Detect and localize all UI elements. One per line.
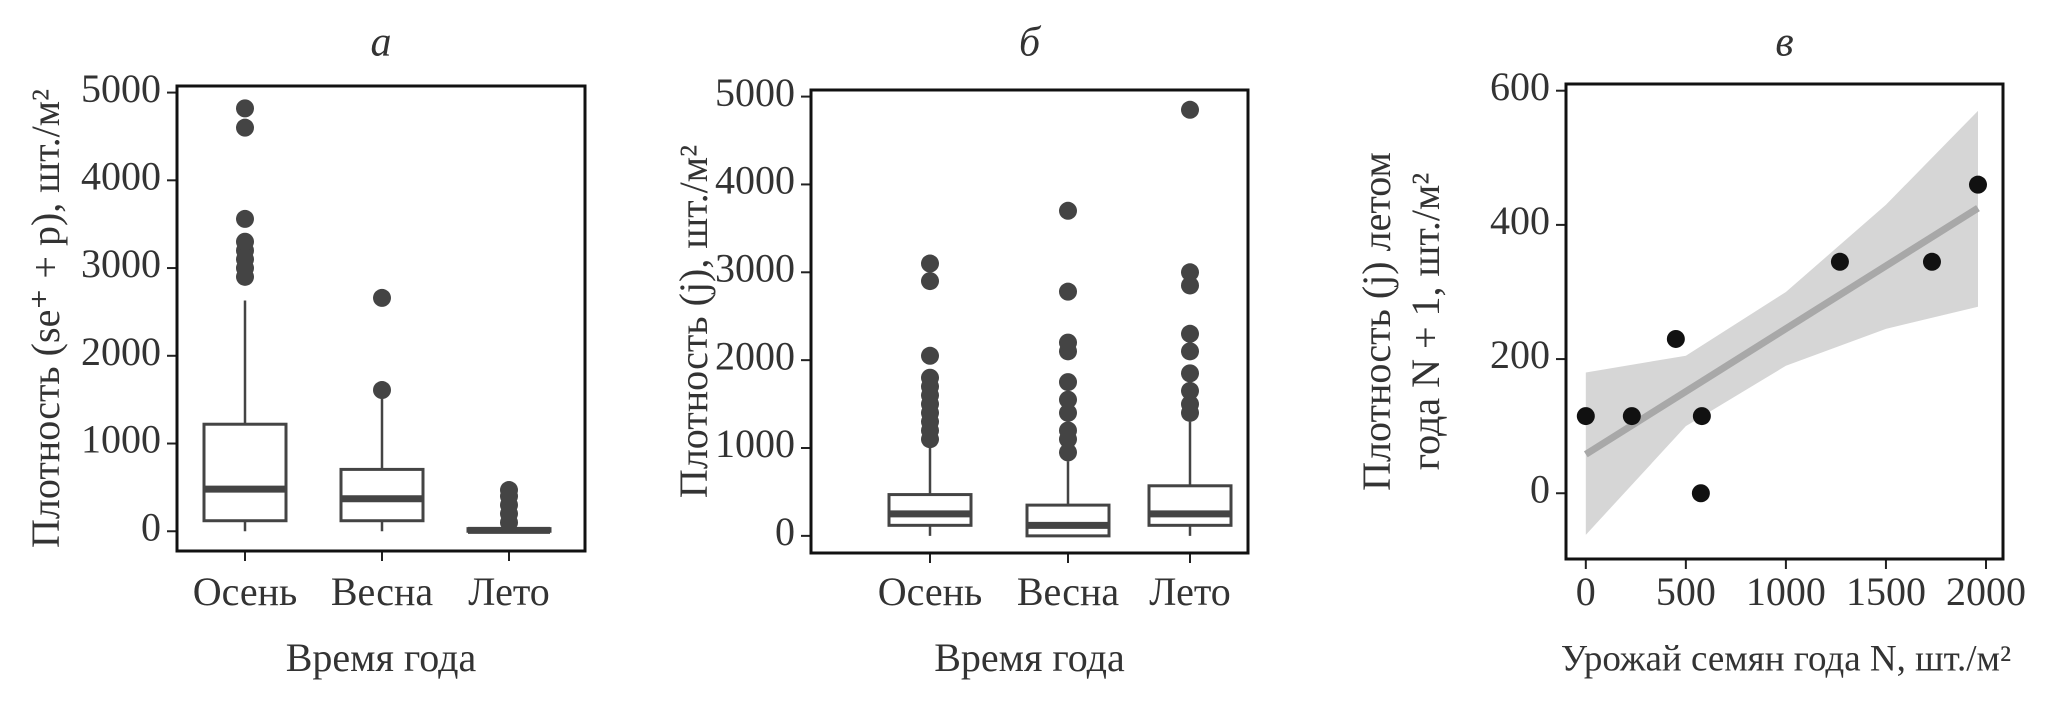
y-tick-label: 200 <box>1490 332 1550 377</box>
fit-line <box>1583 205 1980 458</box>
y-tick-label: 0 <box>1530 466 1550 511</box>
point <box>1576 407 1595 426</box>
outlier <box>1181 342 1199 361</box>
point <box>1622 407 1641 426</box>
outlier <box>373 288 391 307</box>
outlier <box>1059 373 1077 392</box>
box <box>1025 503 1111 538</box>
box <box>1147 484 1233 527</box>
y-tick-label: 1000 <box>81 417 161 462</box>
outlier <box>1059 403 1077 422</box>
x-tick-label: Весна <box>331 569 434 614</box>
x-tick-label: 1500 <box>1846 569 1926 614</box>
y-tick-label: 4000 <box>81 153 161 198</box>
y-axis-label: года N + 1, шт./м² <box>1403 173 1448 471</box>
outlier <box>1181 395 1199 414</box>
y-tick-label: 5000 <box>81 66 161 111</box>
outlier <box>1181 324 1199 343</box>
outlier <box>1181 276 1199 295</box>
box <box>202 422 288 523</box>
point <box>1968 175 1987 194</box>
outlier <box>1059 421 1077 440</box>
outlier <box>236 118 254 137</box>
x-tick-label: 500 <box>1656 569 1716 614</box>
y-tick-label: 2000 <box>81 329 161 374</box>
x-tick-label: 0 <box>1576 569 1596 614</box>
x-axis-label: Время года <box>286 635 477 680</box>
chart-title: в <box>1775 20 1793 66</box>
y-axis-label: Плотность (j), шт./м² <box>671 145 716 498</box>
outlier <box>1059 282 1077 301</box>
chart-title: а <box>371 20 392 66</box>
outlier <box>1181 100 1199 119</box>
y-tick-label: 3000 <box>715 245 795 290</box>
y-axis-label: Плотность (se⁺ + p), шт./м² <box>23 89 68 548</box>
box <box>887 493 973 527</box>
x-tick-label: Лето <box>1149 569 1231 614</box>
point <box>1691 484 1710 503</box>
chart-title: б <box>1019 20 1042 66</box>
point <box>1830 252 1849 271</box>
x-tick-label: Осень <box>193 569 298 614</box>
outlier <box>921 272 939 291</box>
y-tick-label: 400 <box>1490 198 1550 243</box>
outlier <box>236 232 254 251</box>
plot-frame <box>809 88 1250 555</box>
outlier <box>1181 381 1199 400</box>
outlier <box>921 346 939 365</box>
outlier <box>921 368 939 387</box>
x-tick-label: Лето <box>468 569 550 614</box>
y-tick-label: 1000 <box>715 421 795 466</box>
outlier <box>1059 443 1077 462</box>
confidence-band <box>1585 110 1978 535</box>
y-tick-label: 0 <box>775 509 795 554</box>
y-axis-label: Плотность (j) летом <box>1354 152 1399 491</box>
outlier <box>921 254 939 273</box>
x-axis-label: Время года <box>934 635 1125 680</box>
outlier <box>1059 390 1077 409</box>
outlier <box>500 481 518 500</box>
point <box>1666 329 1685 348</box>
y-tick-label: 4000 <box>715 158 795 203</box>
outlier <box>1059 201 1077 220</box>
outlier <box>1181 364 1199 383</box>
x-tick-label: Осень <box>878 569 983 614</box>
y-tick-label: 0 <box>141 504 161 549</box>
point <box>1922 252 1941 271</box>
y-tick-label: 5000 <box>715 70 795 115</box>
plot-frame <box>1564 82 2005 561</box>
outlier <box>1059 333 1077 352</box>
x-tick-label: Весна <box>1017 569 1120 614</box>
x-tick-label: 1000 <box>1746 569 1826 614</box>
outlier <box>236 209 254 228</box>
outlier <box>373 381 391 400</box>
y-tick-label: 3000 <box>81 241 161 286</box>
outlier <box>236 99 254 118</box>
plot-frame <box>175 84 587 553</box>
box <box>339 467 425 523</box>
x-tick-label: 2000 <box>1946 569 2026 614</box>
x-axis-label: Урожай семян года N, шт./м² <box>1561 638 2011 679</box>
y-tick-label: 600 <box>1490 64 1550 109</box>
point <box>1692 407 1711 426</box>
outlier <box>1181 263 1199 282</box>
y-tick-label: 2000 <box>715 333 795 378</box>
